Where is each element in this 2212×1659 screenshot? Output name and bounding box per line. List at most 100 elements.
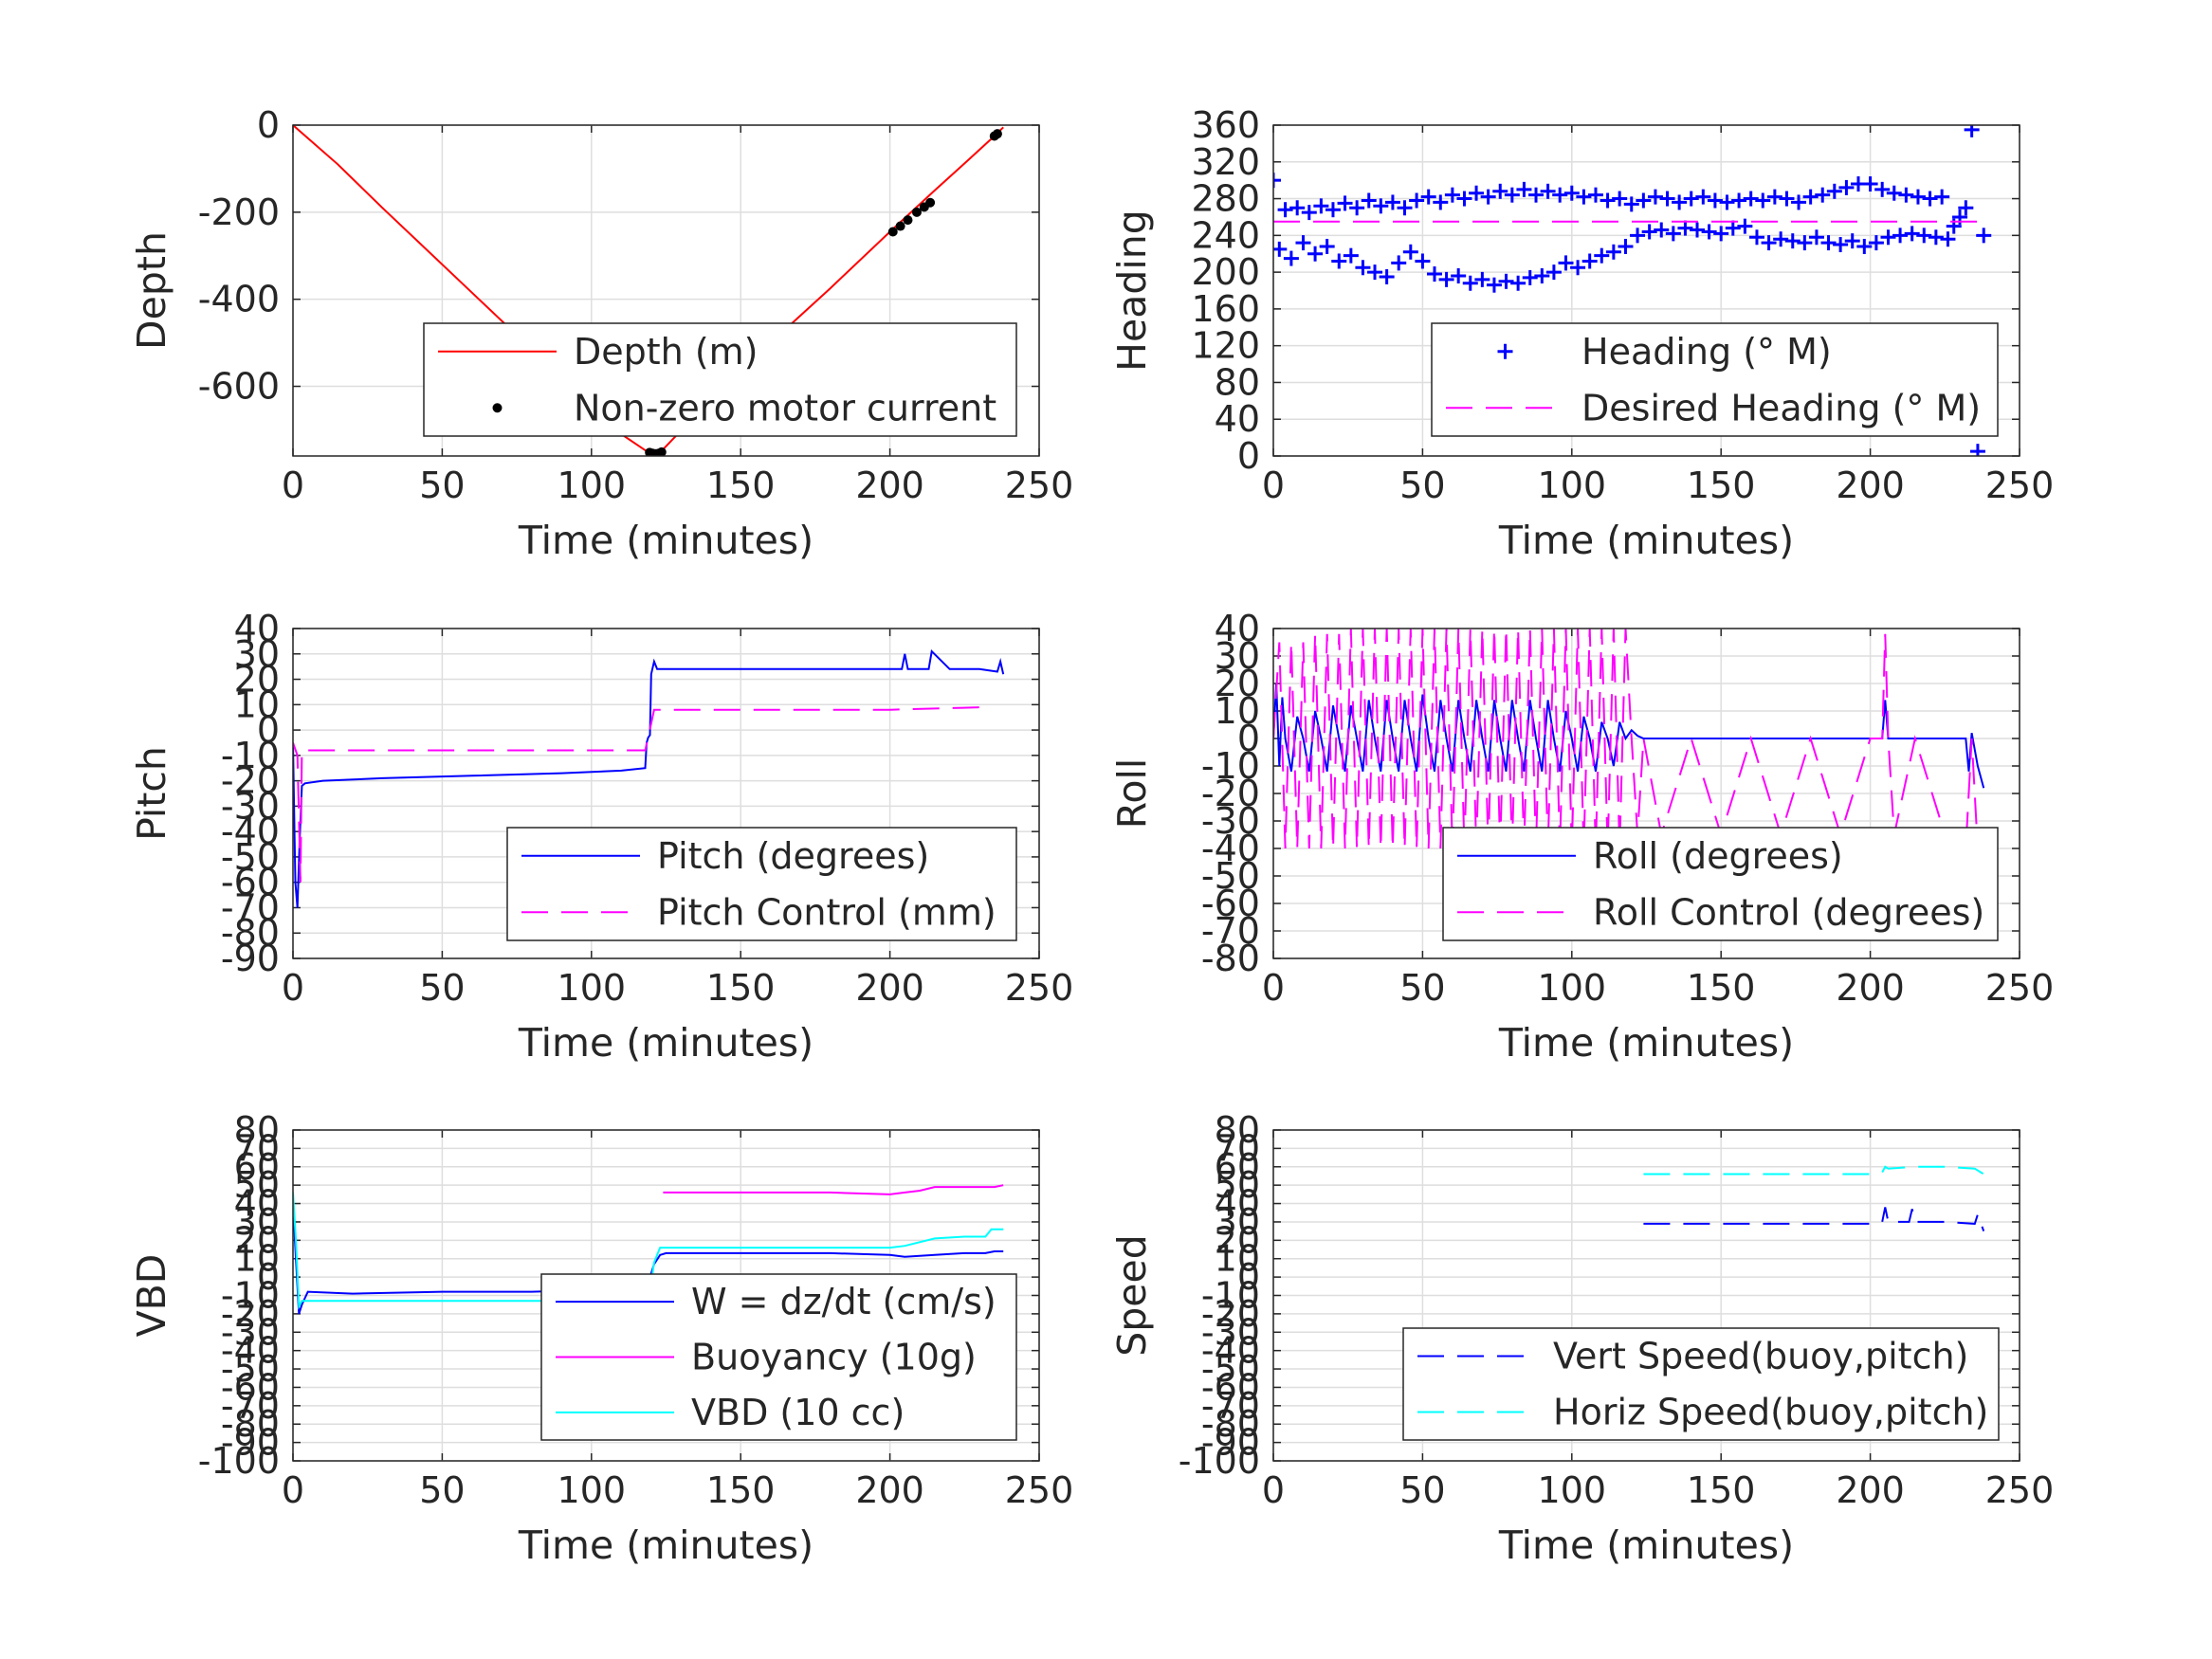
data-point [1910, 189, 1926, 205]
data-point [1904, 226, 1920, 242]
data-point [1379, 268, 1395, 284]
y-tick-label: 0 [1237, 435, 1260, 477]
data-point [1623, 196, 1639, 212]
data-point [1289, 200, 1306, 216]
data-point [1677, 220, 1693, 236]
y-tick-label: 20 [1215, 663, 1260, 704]
legend-label: Roll Control (degrees) [1593, 891, 1984, 933]
y-tick-label: 10 [1215, 1238, 1260, 1280]
data-point [1337, 195, 1353, 211]
y-tick-label: 320 [1191, 141, 1260, 183]
data-point [1636, 192, 1652, 209]
legend-label: Desired Heading (° M) [1581, 387, 1981, 428]
y-tick-label: -50 [221, 1348, 280, 1390]
x-tick-label: 0 [282, 967, 304, 1009]
y-tick-label: -70 [221, 886, 280, 928]
y-tick-label: -20 [221, 760, 280, 802]
x-tick-label: 0 [1262, 465, 1285, 506]
x-tick-label: 150 [1687, 967, 1756, 1009]
data-point [1844, 233, 1860, 249]
x-tick-label: 150 [706, 465, 776, 506]
data-point [1654, 222, 1670, 238]
y-tick-label: -600 [198, 366, 280, 408]
x-tick-label: 200 [1836, 1469, 1905, 1511]
data-point [1474, 271, 1490, 287]
y-axis-label: Speed [1109, 1234, 1155, 1357]
data-point [1349, 200, 1365, 216]
y-tick-label: 30 [1215, 1201, 1260, 1243]
data-point [1331, 253, 1347, 269]
data-point [1545, 264, 1562, 281]
data-point [1469, 185, 1485, 201]
x-tick-label: 250 [1985, 465, 2055, 506]
legend-label: Pitch Control (mm) [657, 891, 996, 933]
y-tick-label: 0 [1237, 1256, 1260, 1298]
series-line [293, 1192, 1004, 1310]
data-point [1665, 226, 1681, 242]
y-tick-label: 20 [1215, 1219, 1260, 1261]
data-point [1690, 222, 1706, 238]
y-tick-label: 200 [1191, 251, 1260, 293]
legend-label: Non-zero motor current [574, 387, 996, 428]
legend-label: Depth (m) [574, 331, 759, 373]
legend: Vert Speed(buoy,pitch) Horiz Speed(buoy,p… [1402, 1327, 2000, 1441]
y-tick-label: 80 [1215, 361, 1260, 403]
data-point [1301, 205, 1317, 221]
y-tick-label: -400 [198, 279, 280, 320]
x-tick-label: 0 [282, 465, 304, 506]
data-point [1892, 228, 1909, 244]
chart-depth: 0 50 100 150 200 250 0 -200 -400 -600 Time (minute… [129, 104, 1073, 563]
data-point [1862, 176, 1878, 192]
series-layer [1273, 125, 1992, 456]
y-tick-label: -100 [1179, 1440, 1260, 1482]
data-point [1701, 224, 1717, 240]
data-point [1934, 189, 1950, 205]
chart-heading: 0 50 100 150 200 2503603202802402001601208040… [1109, 104, 2054, 563]
data-point [887, 227, 898, 237]
y-tick-label: 40 [234, 608, 280, 649]
axes-frame [1272, 124, 2020, 457]
data-point [1563, 185, 1580, 201]
data-point [1779, 191, 1795, 207]
data-point [1898, 187, 1914, 203]
legend-label: VBD (10 cc) [691, 1392, 905, 1433]
legend-label: W = dz/dt (cm/s) [691, 1281, 996, 1322]
data-point [1510, 275, 1526, 291]
x-tick-label: 0 [282, 1469, 304, 1511]
data-point [1367, 264, 1383, 281]
legend-label: Pitch (degrees) [657, 835, 929, 877]
legend-label: Heading (° M) [1581, 331, 1832, 373]
y-tick-label: 70 [1215, 1127, 1260, 1169]
y-tick-label: 40 [1215, 608, 1260, 649]
data-point [1659, 191, 1675, 207]
x-tick-label: 100 [1538, 1469, 1607, 1511]
data-point [1874, 181, 1891, 197]
x-tick-label: 50 [1399, 465, 1445, 506]
y-tick-label: -60 [1201, 1366, 1260, 1408]
series-line [293, 706, 986, 883]
x-axis-label: Time (minutes) [1498, 518, 1794, 563]
x-tick-label: 0 [1262, 967, 1285, 1009]
series-pitch-1 [293, 706, 986, 883]
series-depth-1 [645, 129, 1002, 456]
x-axis-label: Time (minutes) [1498, 1522, 1794, 1568]
y-tick-label: 280 [1191, 178, 1260, 220]
data-point [1928, 229, 1944, 246]
y-tick-label: -10 [1201, 1275, 1260, 1317]
y-tick-label: -80 [221, 912, 280, 954]
y-axis-label: Pitch [129, 746, 174, 841]
data-point [1743, 191, 1759, 207]
legend: Pitch (degrees) Pitch Control (mm) [506, 827, 1017, 941]
y-tick-label: 30 [1215, 635, 1260, 677]
data-point [1880, 229, 1896, 246]
data-point [1791, 194, 1807, 210]
y-tick-label: -80 [221, 1403, 280, 1445]
data-point [1456, 191, 1472, 207]
data-point [1498, 273, 1514, 289]
data-point [1833, 237, 1849, 253]
data-point [903, 215, 913, 226]
x-tick-label: 150 [706, 967, 776, 1009]
data-point [1808, 229, 1824, 246]
y-tick-label: -70 [1201, 910, 1260, 952]
x-tick-label: 150 [1687, 465, 1756, 506]
